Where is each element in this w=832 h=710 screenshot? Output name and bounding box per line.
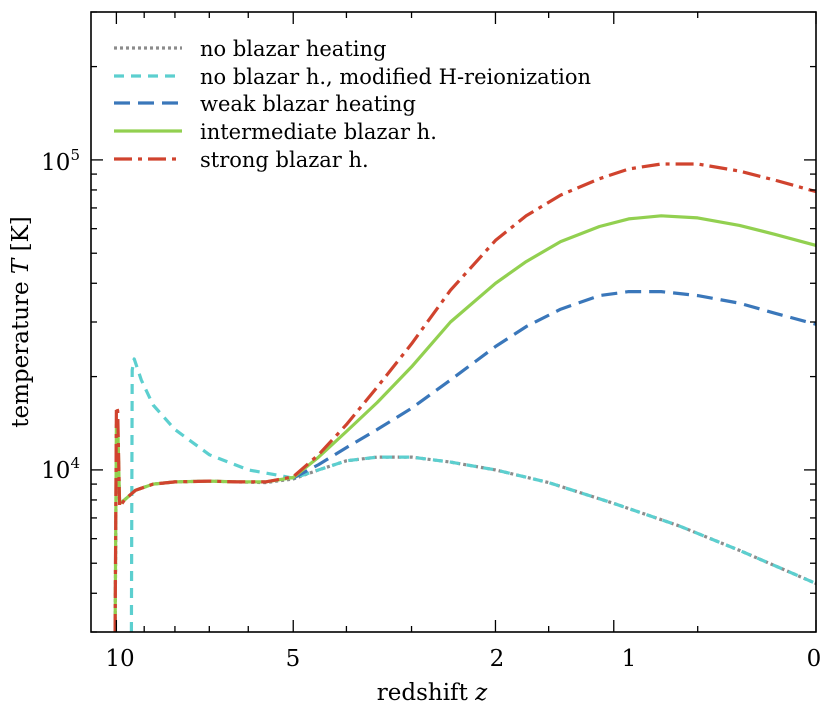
legend-label-modified-h-reionization: no blazar h., modified H-reionization [200, 65, 591, 89]
legend-entry-weak-blazar-heating: weak blazar heating [114, 92, 416, 116]
series-line-intermediate-blazar-heating [113, 214, 816, 632]
series-line-weak-blazar-heating [292, 290, 816, 480]
series-line-strong-blazar-heating [113, 162, 816, 632]
x-tick-label-10: 10 [105, 646, 134, 672]
x-tick-label-5: 5 [286, 646, 301, 672]
x-tick-labels: 10 5 2 1 0 [105, 646, 821, 672]
legend: no blazar heating no blazar h., modified… [114, 37, 591, 172]
y-tick-label-1e5: 105 [41, 146, 80, 176]
plot-frame [90, 11, 817, 633]
legend-entry-no-blazar-heating: no blazar heating [114, 37, 386, 61]
x-tick-label-1: 1 [622, 646, 637, 672]
legend-entry-strong-blazar-heating: strong blazar h. [114, 148, 369, 172]
x-axis-label: redshift z [377, 680, 488, 706]
y-tick-label-1e4: 104 [41, 454, 80, 484]
legend-label-no-blazar-heating: no blazar heating [200, 37, 386, 61]
legend-label-weak-blazar-heating: weak blazar heating [200, 92, 416, 116]
x-tick-label-2: 2 [490, 646, 505, 672]
legend-label-intermediate-blazar-heating: intermediate blazar h. [200, 120, 437, 144]
y-axis-label: temperature T [K] [8, 216, 34, 427]
legend-label-strong-blazar-heating: strong blazar h. [200, 148, 369, 172]
legend-entry-intermediate-blazar-heating: intermediate blazar h. [114, 120, 437, 144]
x-tick-label-0: 0 [807, 646, 822, 672]
series-line-modified-h-reionization [129, 357, 816, 632]
series-layer [113, 162, 816, 632]
y-tick-labels: 104 105 [41, 146, 80, 484]
legend-entry-modified-h-reionization: no blazar h., modified H-reionization [114, 65, 591, 89]
